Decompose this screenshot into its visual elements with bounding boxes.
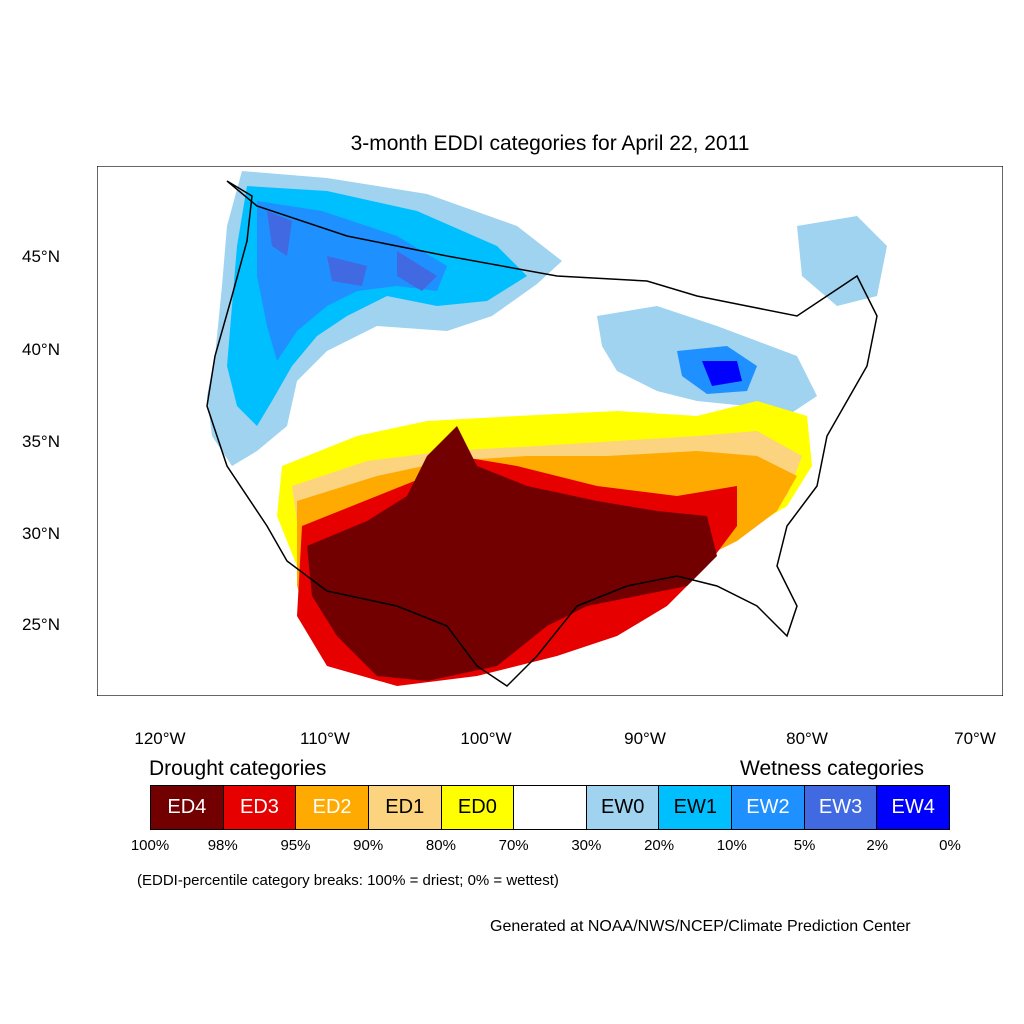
lon-label: 110°W (300, 729, 350, 748)
page-title: 3-month EDDI categories for April 22, 20… (350, 132, 750, 155)
break-label: 20% (644, 837, 675, 854)
lat-label: 45°N (22, 247, 60, 266)
eddi-map (89, 165, 1004, 697)
lat-label: 30°N (22, 524, 60, 543)
legend-box-ed3: ED3 (223, 786, 297, 829)
lon-label: 90°W (624, 729, 666, 748)
us-outline (206, 180, 878, 687)
map-frame (89, 165, 1004, 697)
break-label: 0% (939, 837, 961, 854)
legend-bar: ED4 ED3 ED2 ED1 ED0 EW0 EW1 EW2 EW3 EW4 (150, 785, 950, 830)
break-label: 95% (280, 837, 311, 854)
lon-label: 80°W (786, 729, 828, 748)
wet-region-greatlakes-max (702, 361, 742, 386)
drought-ed4-core (307, 426, 717, 681)
legend-box-ew4: EW4 (877, 786, 950, 829)
break-label: 5% (793, 837, 816, 854)
break-label: 70% (498, 837, 529, 854)
legend-box-ew1: EW1 (659, 786, 733, 829)
legend-box-ed0: ED0 (441, 786, 515, 829)
wet-region-northeast (797, 216, 887, 306)
drought-heading: Drought categories (149, 757, 327, 780)
break-label: 90% (353, 837, 384, 854)
category-note: (EDDI-percentile category breaks: 100% =… (137, 872, 559, 889)
break-label: 2% (866, 837, 889, 854)
legend-box-neutral (514, 786, 587, 829)
legend-box-ew0: EW0 (586, 786, 660, 829)
break-label: 80% (425, 837, 456, 854)
break-label: 100% (130, 837, 170, 854)
break-label: 10% (716, 837, 747, 854)
wetness-heading: Wetness categories (740, 757, 925, 780)
wet-region-northwest-max (267, 211, 437, 291)
break-label: 30% (571, 837, 602, 854)
lat-label: 35°N (22, 432, 60, 451)
lat-label: 40°N (22, 340, 60, 359)
lat-label: 25°N (22, 615, 60, 634)
credit-line: Generated at NOAA/NWS/NCEP/Climate Predi… (490, 918, 911, 935)
legend-box-ed1: ED1 (368, 786, 442, 829)
lon-label: 120°W (134, 729, 186, 748)
break-label: 98% (207, 837, 238, 854)
lon-label: 70°W (954, 729, 996, 748)
legend-box-ed4: ED4 (151, 786, 224, 829)
legend-box-ew2: EW2 (732, 786, 805, 829)
legend-box-ed2: ED2 (296, 786, 369, 829)
legend-box-ew3: EW3 (804, 786, 878, 829)
lon-label: 100°W (460, 729, 512, 748)
